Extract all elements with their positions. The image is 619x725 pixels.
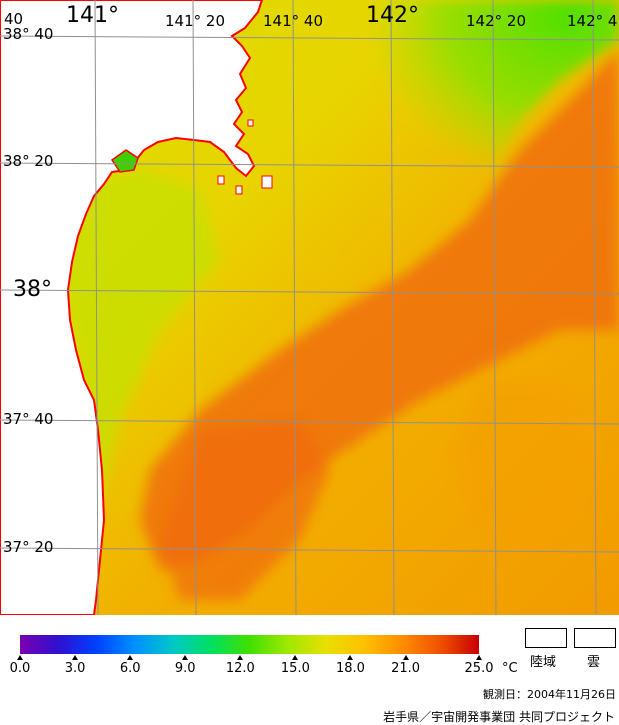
- colorbar-tick-label: 21.0: [391, 661, 421, 676]
- colorbar-tick: [292, 655, 299, 660]
- temperature-unit: °C: [502, 661, 518, 676]
- lat-label-38-20: 38° 20: [3, 152, 54, 170]
- colorbar-tick: [17, 655, 23, 660]
- lon-label-142-20: 142° 20: [466, 12, 526, 30]
- island: [261, 175, 273, 189]
- lon-label-142: 142°: [366, 3, 419, 28]
- island: [235, 185, 243, 195]
- colorbar-tick: [476, 655, 482, 660]
- observation-date: 観測日：2004年11月26日: [483, 688, 616, 701]
- credit-line: 岩手県／宇宙開発事業団 共同プロジェクト: [383, 710, 615, 724]
- cool-water-region: [280, 0, 619, 290]
- lon-label-141-20: 141° 20: [165, 12, 225, 30]
- lat-label-37-20: 37° 20: [3, 538, 54, 556]
- colorbar-tick: [237, 655, 244, 660]
- graticule: [0, 0, 619, 615]
- lat-label-37-40: 37° 40: [3, 410, 54, 428]
- colorbar-tick-label: 3.0: [64, 661, 86, 676]
- colorbar-tick-label: 25.0: [464, 661, 494, 676]
- warm-water-patch: [160, 420, 330, 600]
- temperature-colorbar: [20, 635, 479, 654]
- lon-label-fragment: 40: [4, 10, 24, 28]
- warm-water-patch: [450, 380, 600, 560]
- coastal-cool-strip: [65, 170, 220, 500]
- colorbar-tick-label: 0.0: [9, 661, 31, 676]
- lat-label-38: 38°: [13, 277, 52, 302]
- sea-surface-temperature-map: [0, 0, 619, 615]
- lon-label-141-40: 141° 40: [263, 12, 323, 30]
- colorbar-tick: [72, 655, 79, 660]
- colorbar-tick-label: 18.0: [335, 661, 365, 676]
- lon-label-141: 141°: [66, 3, 119, 28]
- island: [217, 175, 225, 185]
- island: [247, 119, 254, 127]
- colorbar-tick-label: 12.0: [225, 661, 255, 676]
- land-legend-swatch: [525, 628, 567, 648]
- lon-label-142-40: 142° 4: [567, 12, 618, 30]
- colorbar-tick-label: 6.0: [119, 661, 141, 676]
- cloud-legend-swatch: [574, 628, 616, 648]
- colorbar-tick: [402, 655, 409, 660]
- cloud-legend-label: 雲: [587, 655, 601, 670]
- colorbar-tick: [347, 655, 354, 660]
- colorbar-tick-label: 15.0: [280, 661, 310, 676]
- colorbar-tick: [182, 655, 189, 660]
- colorbar-tick: [127, 655, 134, 660]
- land-legend-label: 陸域: [530, 655, 557, 670]
- colorbar-tick-label: 9.0: [174, 661, 196, 676]
- lat-label-38-40: 38° 40: [3, 25, 54, 43]
